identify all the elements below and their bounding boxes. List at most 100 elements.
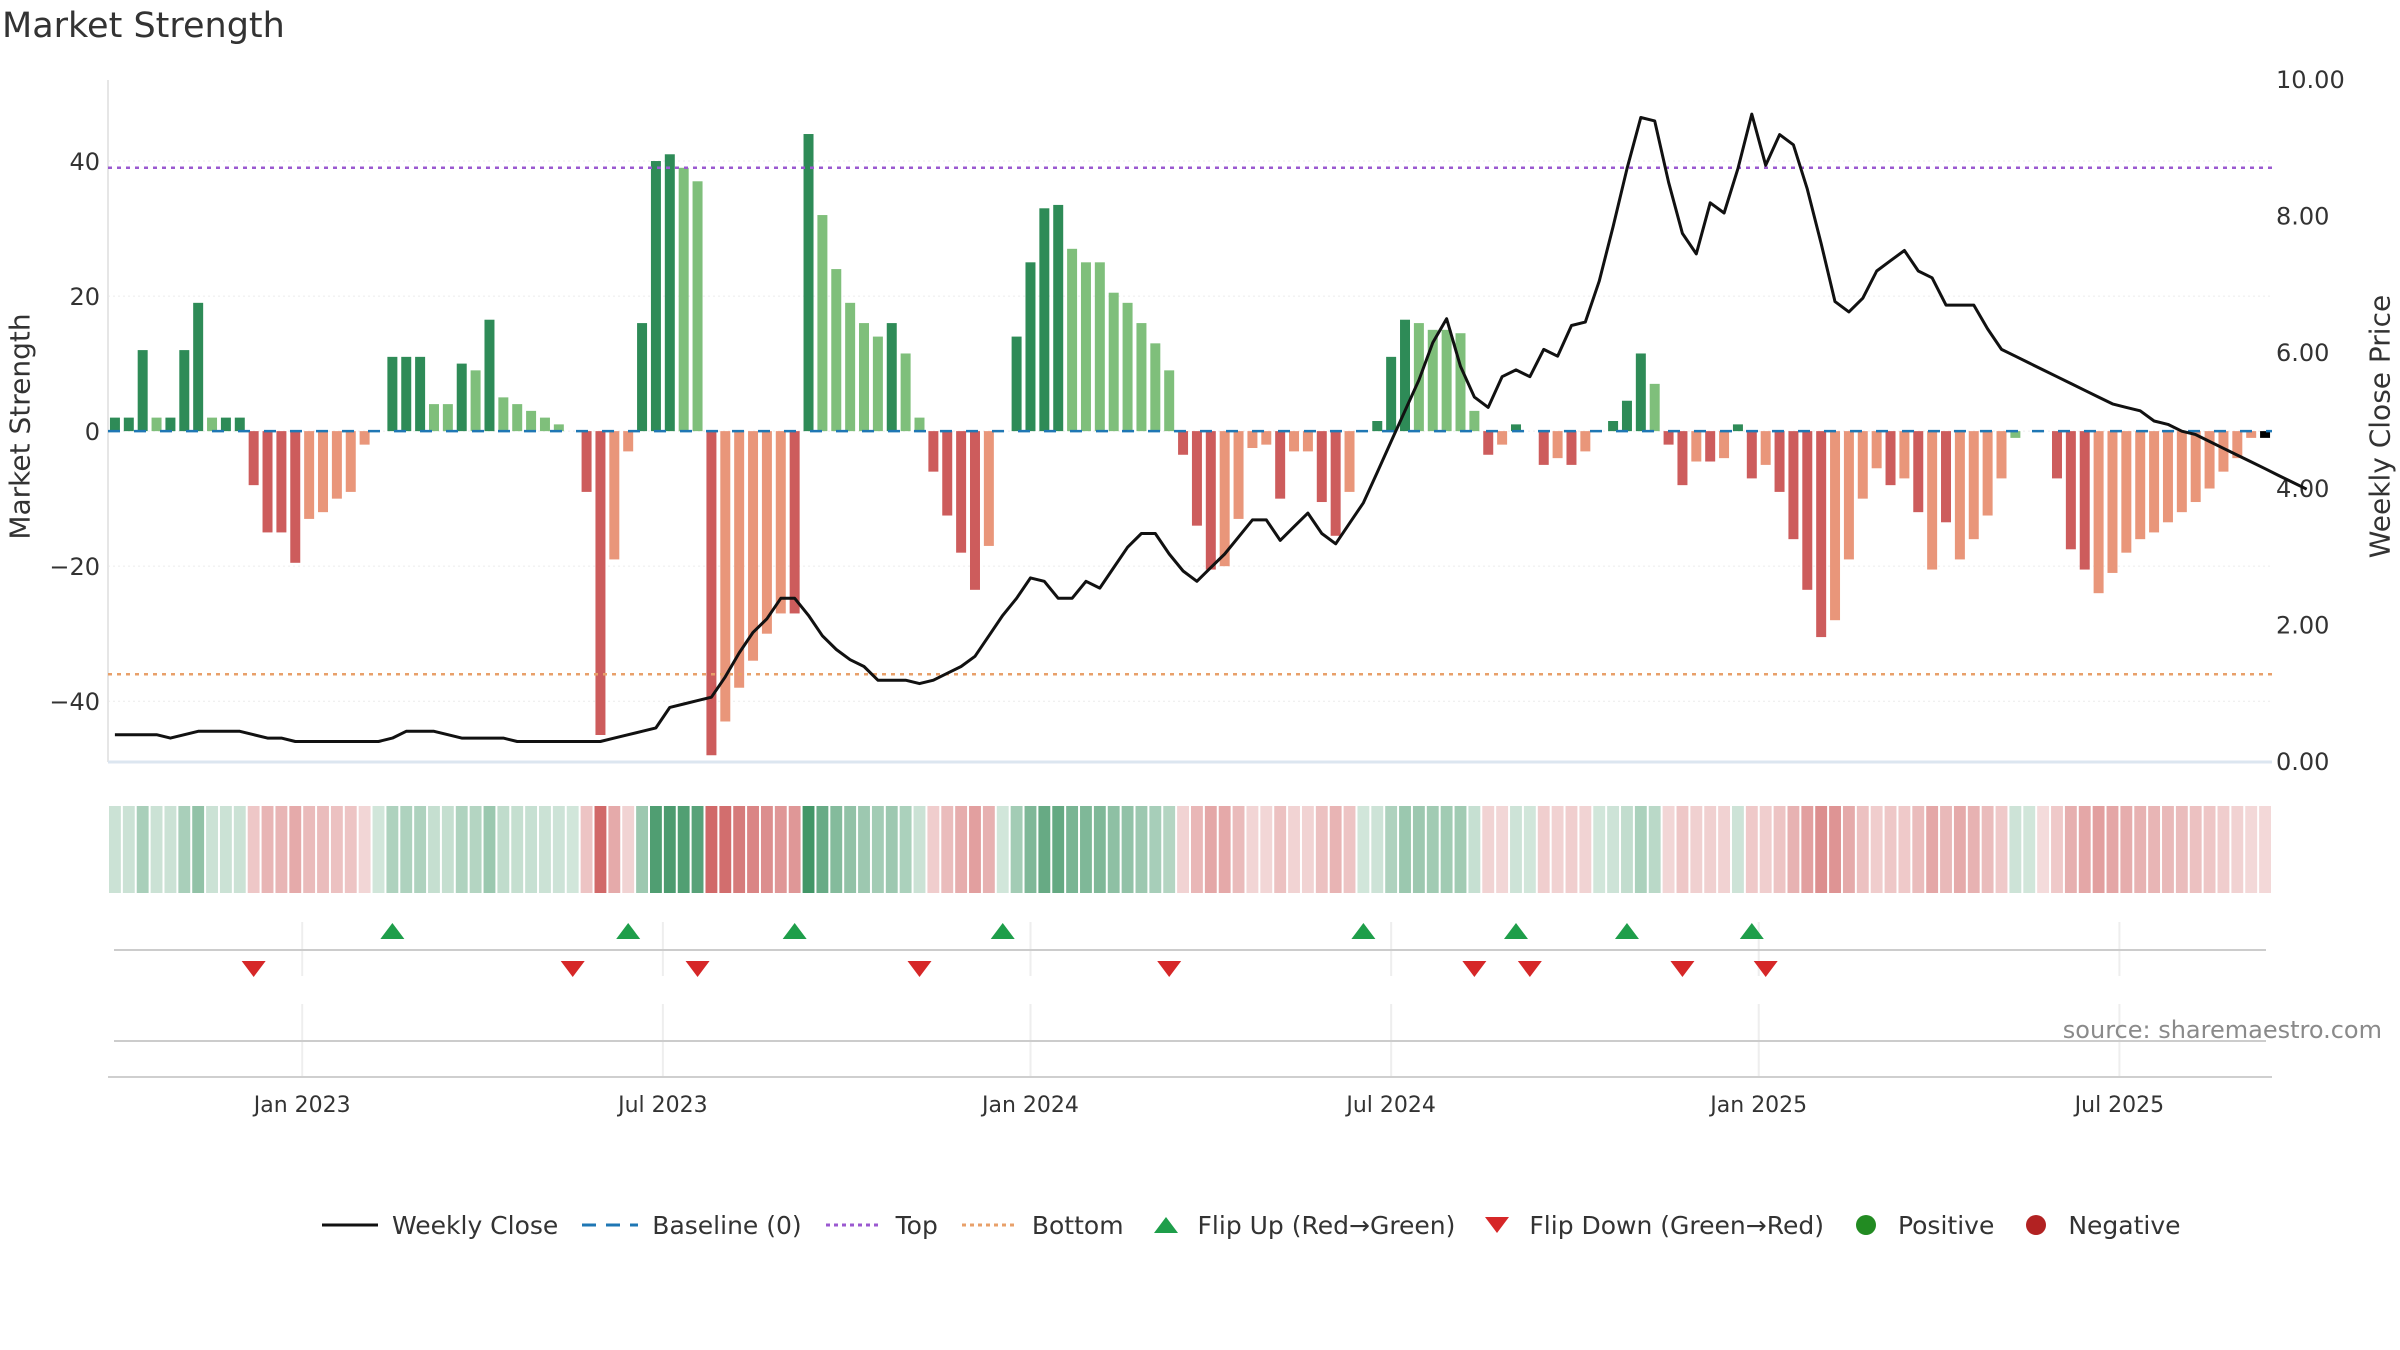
heat-cell [1953,806,1966,893]
strength-bar [1705,431,1716,462]
strength-bar [1441,329,1452,432]
strength-bar [1219,431,1230,567]
line-swatch-icon [322,1223,378,1227]
y-tick-label: 0 [85,418,100,446]
strength-bar [1982,431,1993,516]
heat-cell [1177,806,1189,893]
triangle-down-icon [1485,1217,1510,1233]
heat-cell [1496,806,1509,893]
strength-bar [1316,431,1327,503]
heat-cell [2162,806,2174,893]
heat-cell [1163,806,1176,893]
strength-bar [1400,319,1411,432]
strength-bar [304,431,315,519]
strength-bar [1538,431,1549,465]
legend-item-flip-up[interactable]: Flip Up (Red→Green) [1146,1211,1455,1240]
strength-bar [1635,353,1646,432]
strength-bar [1788,431,1799,540]
heat-cell [1066,806,1079,893]
strength-bar [886,323,897,432]
heat-cell [1038,806,1051,893]
heat-cell [774,806,787,893]
strength-bar [1608,421,1619,432]
strength-bar [2232,431,2243,459]
heat-cell [913,806,926,893]
strength-bar [1053,204,1064,432]
heat-cell [580,806,593,893]
legend-item-weekly-close[interactable]: Weekly Close [320,1211,558,1240]
legend-item-negative[interactable]: Negative [2016,1210,2181,1240]
heat-cell [344,806,357,893]
heat-cell [636,806,648,893]
strength-bar [831,269,842,432]
strength-bar [151,417,162,432]
legend-label: Flip Down (Green→Red) [1529,1210,1824,1240]
strength-bar [2107,431,2118,573]
heat-cell [441,806,454,893]
heat-cell [469,806,482,893]
strength-bar [290,431,301,563]
legend-item-baseline[interactable]: Baseline (0) [580,1211,802,1240]
weekly-close-line [114,112,2308,743]
strength-bar [734,431,745,688]
strength-bar [179,350,190,432]
heat-cell [1482,806,1495,893]
heat-cell [1662,806,1675,893]
heat-cell [1579,806,1592,893]
heat-cell [650,806,662,893]
strength-bar [1968,431,1979,540]
strength-bar [2121,431,2132,553]
strength-bar [1732,424,1743,432]
heat-cell [663,806,676,893]
heat-cell [1690,806,1703,893]
flip-up-marker [616,923,641,939]
heat-cell [303,806,316,893]
heat-cell [1329,806,1342,893]
heat-cell [1842,806,1855,893]
heat-cell [1426,806,1439,893]
heat-cell [1080,806,1092,893]
heat-cell [982,806,995,893]
heat-cell [261,806,274,893]
heat-cell [2245,806,2258,893]
y-tick-label: 40 [69,148,100,176]
dashed-line-swatch-icon [582,1223,639,1227]
strength-bar [859,323,870,432]
heat-cell [358,806,371,893]
heat-cell [1510,806,1522,893]
heat-cell [1565,806,1578,893]
strength-bar [442,404,453,432]
legend-item-positive[interactable]: Positive [1846,1211,1994,1240]
strength-bar [1885,431,1896,486]
heat-cell [1399,806,1411,893]
heat-cell [1204,806,1217,893]
heat-cell [1801,806,1814,893]
strength-bar [1136,323,1147,432]
strength-bar [2162,431,2173,523]
strength-bar [470,370,481,432]
heat-cell [844,806,857,893]
flip-up-marker [782,923,807,939]
strength-bar [276,431,287,533]
flip-up-marker [1739,923,1764,939]
legend-label: Negative [2068,1210,2181,1240]
heat-cell [1593,806,1606,893]
strength-bar [1802,431,1813,590]
chart-title: Market Strength [2,6,285,46]
heat-cell [386,806,399,893]
legend-item-top[interactable]: Top [824,1211,938,1240]
heat-cell [552,806,565,893]
strength-bar [1372,421,1383,432]
legend-item-bottom[interactable]: Bottom [960,1211,1124,1240]
strength-bar [900,353,911,432]
heat-cell [594,806,607,893]
strength-bar [428,404,439,432]
strength-bar [1899,431,1910,479]
heat-cell [1149,806,1162,893]
strength-bar [1164,370,1175,432]
strength-bar [1427,329,1438,432]
legend-item-flip-down[interactable]: Flip Down (Green→Red) [1477,1211,1824,1240]
heat-cell [1621,806,1633,893]
strength-bar [387,356,398,432]
